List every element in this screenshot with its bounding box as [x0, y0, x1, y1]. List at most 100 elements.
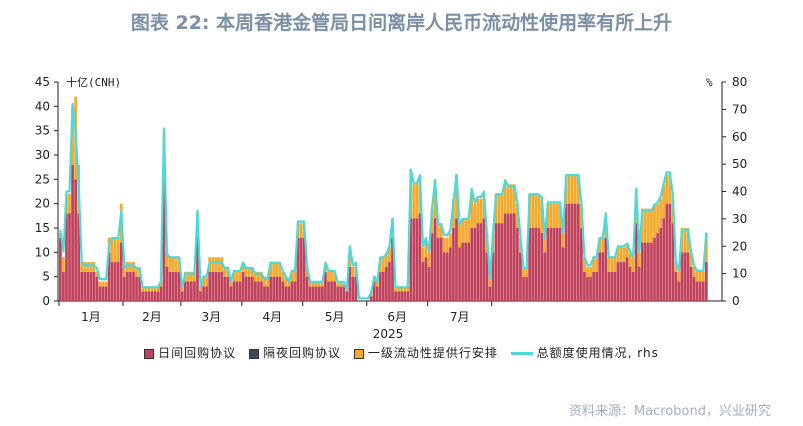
bar-0	[439, 237, 443, 301]
bar-2	[317, 281, 321, 287]
bar-2	[211, 257, 215, 272]
bar-0	[205, 286, 208, 301]
legend-label-liquidity: 一级流动性提供行安排	[367, 346, 498, 360]
bar-2	[509, 184, 513, 214]
bar-0	[375, 286, 379, 301]
bar-2	[692, 266, 696, 277]
bar-0	[406, 291, 410, 301]
bar-2	[500, 193, 504, 224]
bar-2	[470, 189, 474, 228]
bar-0	[272, 276, 276, 301]
usage-line-group	[59, 102, 708, 300]
month-label: 6月	[387, 310, 407, 324]
bar-2	[592, 257, 595, 272]
bar-2	[488, 276, 492, 287]
left-axis-unit: 十亿(CNH)	[66, 75, 121, 89]
bar-2	[336, 281, 340, 287]
bar-2	[116, 237, 120, 263]
bar-2	[473, 203, 477, 228]
legend-item-intraday: 日间回购协议	[144, 344, 236, 361]
usage-line	[59, 102, 708, 300]
bar-0	[269, 276, 272, 301]
bar-2	[327, 271, 330, 282]
bar-0	[107, 252, 111, 301]
bar-2	[698, 271, 702, 282]
bar-2	[126, 262, 129, 272]
bar-2	[452, 198, 455, 228]
bar-0	[378, 271, 382, 301]
bar-2	[80, 262, 84, 272]
bar-2	[132, 262, 135, 272]
bar-0	[576, 203, 580, 301]
bar-0	[113, 262, 117, 301]
bar-2	[497, 193, 501, 224]
bar-2	[150, 286, 154, 292]
bar-0	[308, 286, 312, 301]
bar-0	[491, 252, 495, 301]
right-tick-label: 20	[732, 239, 747, 253]
bar-0	[677, 281, 681, 301]
bar-0	[369, 296, 373, 301]
bar-0	[168, 271, 172, 301]
bar-2	[647, 208, 650, 243]
bar-2	[241, 262, 245, 272]
left-tick-label: 40	[35, 99, 50, 113]
bar-0	[217, 271, 221, 301]
bar-2	[644, 208, 647, 243]
bar-0	[101, 286, 105, 301]
bar-0	[409, 218, 413, 301]
bar-2	[135, 266, 138, 277]
bar-0	[558, 228, 562, 301]
bar-0	[68, 213, 71, 301]
bar-0	[607, 271, 611, 301]
legend-swatch-overnight	[248, 348, 259, 359]
bar-0	[476, 223, 480, 301]
bar-2	[186, 271, 190, 282]
bar-0	[680, 252, 684, 301]
bar-0	[71, 164, 74, 301]
bar-0	[89, 271, 93, 301]
bar-0	[412, 218, 416, 301]
bar-0	[193, 281, 196, 301]
bar-2	[659, 198, 662, 228]
bar-0	[317, 286, 321, 301]
bar-0	[214, 271, 218, 301]
bar-0	[473, 228, 477, 301]
bar-0	[640, 242, 644, 301]
bar-0	[683, 252, 687, 301]
bar-2	[254, 271, 257, 282]
bar-0	[223, 276, 227, 301]
bar-0	[540, 232, 544, 301]
bar-2	[214, 257, 218, 272]
bar-2	[400, 286, 404, 292]
bar-2	[223, 266, 227, 277]
bar-2	[598, 237, 602, 253]
bar-0	[244, 276, 248, 301]
source-note: 资料来源：Macrobond，兴业研究	[568, 404, 771, 419]
bar-0	[65, 213, 68, 301]
bar-2	[217, 257, 221, 272]
bar-0	[543, 252, 547, 301]
bar-2	[278, 262, 282, 277]
bar-2	[272, 262, 276, 277]
bar-0	[132, 271, 135, 301]
bar-2	[257, 271, 260, 282]
bar-2	[619, 247, 623, 263]
bar-0	[424, 257, 428, 301]
bar-0	[62, 271, 65, 301]
bar-0	[238, 281, 242, 301]
bar-0	[485, 252, 489, 301]
bar-0	[464, 242, 467, 301]
bar-0	[281, 281, 285, 301]
bar-0	[421, 262, 425, 301]
bar-0	[311, 286, 315, 301]
bar-0	[141, 291, 145, 301]
bar-2	[394, 286, 397, 292]
bar-2	[516, 203, 519, 228]
bar-2	[333, 271, 336, 282]
bar-2	[171, 257, 175, 272]
bar-0	[275, 276, 279, 301]
bar-0	[190, 281, 193, 301]
bar-2	[110, 237, 114, 263]
chart-bars	[59, 96, 708, 301]
